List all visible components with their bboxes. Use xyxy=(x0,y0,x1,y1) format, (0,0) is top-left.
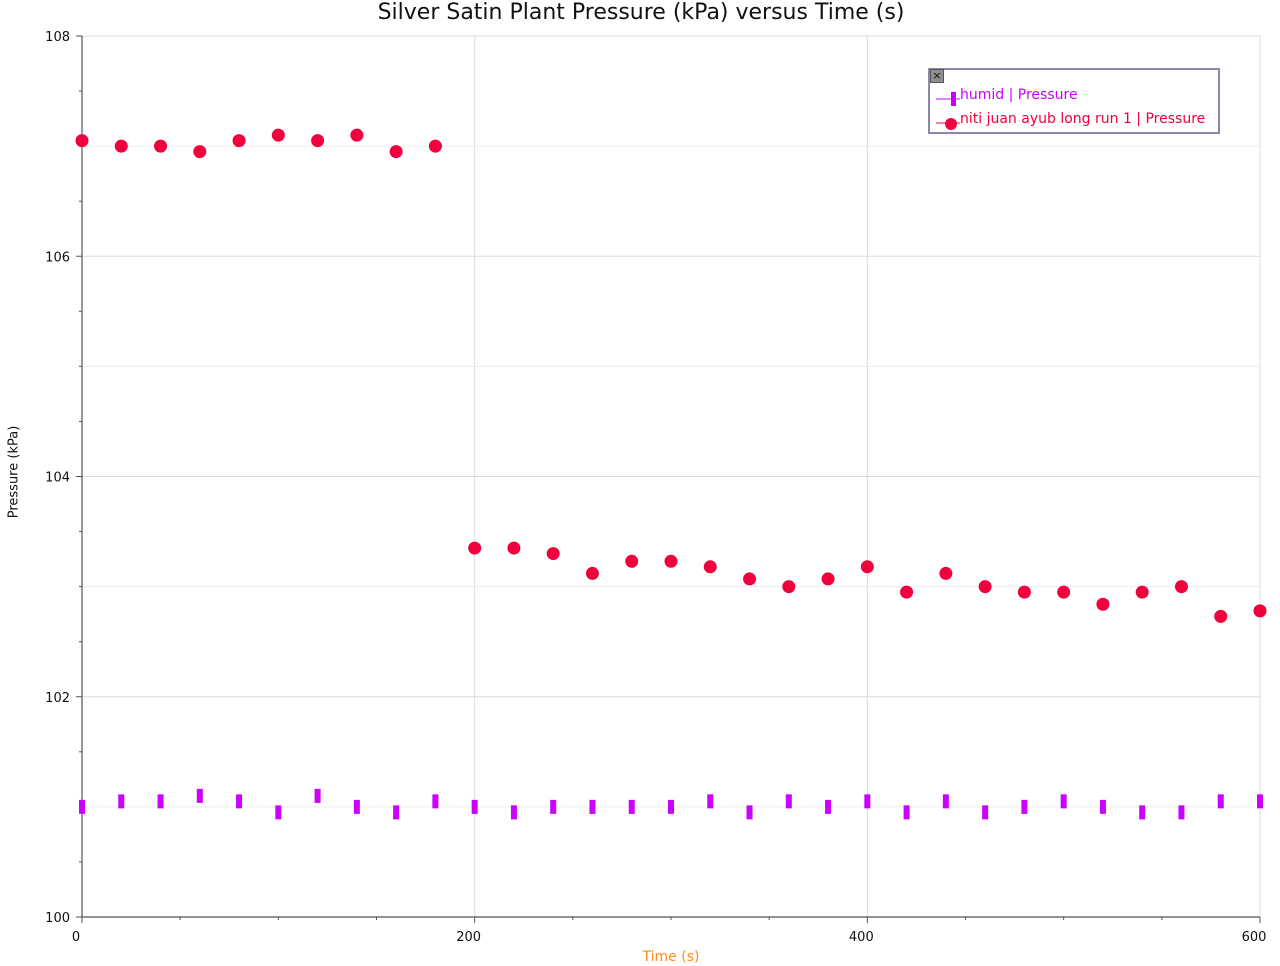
data-point xyxy=(1099,799,1106,814)
data-point xyxy=(664,554,678,568)
data-point xyxy=(903,805,910,820)
data-point xyxy=(1217,794,1224,809)
data-point xyxy=(311,134,325,148)
data-point xyxy=(589,799,596,814)
data-point xyxy=(825,799,832,814)
data-point xyxy=(432,794,439,809)
data-point xyxy=(154,139,168,153)
data-point xyxy=(585,566,599,580)
data-point xyxy=(628,799,635,814)
data-point xyxy=(196,788,203,803)
data-point xyxy=(393,805,400,820)
data-point xyxy=(546,547,560,561)
data-point xyxy=(507,541,521,555)
axes xyxy=(76,35,1261,923)
data-point xyxy=(1057,585,1071,599)
data-point xyxy=(900,585,914,599)
data-point xyxy=(703,560,717,574)
data-point xyxy=(118,794,125,809)
data-point xyxy=(75,134,89,148)
data-point xyxy=(157,794,164,809)
data-point xyxy=(550,799,557,814)
data-point xyxy=(510,805,517,820)
legend-label-niti: niti juan ayub long run 1 | Pressure xyxy=(960,111,1206,127)
data-point xyxy=(1253,604,1267,618)
data-point xyxy=(625,554,639,568)
data-point xyxy=(1174,580,1188,594)
data-point xyxy=(1096,597,1110,611)
data-point xyxy=(236,794,243,809)
y-tick-label: 108 xyxy=(45,30,70,45)
tick-labels: 100 102 104 106 108 0 200 400 600 xyxy=(45,30,1266,945)
series-0 xyxy=(79,788,1263,820)
data-point xyxy=(1257,794,1263,809)
data-point xyxy=(232,134,246,148)
y-tick-label: 100 xyxy=(45,911,70,926)
data-point xyxy=(275,805,282,820)
legend-swatch-circle-icon xyxy=(936,118,960,130)
chart-title: Silver Satin Plant Pressure (kPa) versus… xyxy=(377,0,905,25)
data-point xyxy=(428,139,442,153)
legend-swatch-bar-icon xyxy=(936,92,960,106)
data-point xyxy=(193,145,207,159)
data-point xyxy=(707,794,714,809)
data-point xyxy=(353,799,360,814)
data-series xyxy=(75,128,1267,820)
data-point xyxy=(1060,794,1067,809)
data-point xyxy=(389,145,403,159)
data-point xyxy=(271,128,285,142)
legend-close-icon[interactable]: × xyxy=(930,69,944,83)
x-tick-label: 400 xyxy=(849,930,874,945)
series-1 xyxy=(75,128,1267,623)
data-point xyxy=(785,794,792,809)
data-point xyxy=(79,799,85,814)
data-point xyxy=(1214,609,1228,623)
data-point xyxy=(782,580,796,594)
data-point xyxy=(1139,805,1146,820)
y-axis-label: Pressure (kPa) xyxy=(6,425,22,519)
data-point xyxy=(471,799,478,814)
data-point xyxy=(942,794,949,809)
data-point xyxy=(1021,799,1028,814)
data-point xyxy=(314,788,321,803)
data-point xyxy=(1178,805,1185,820)
data-point xyxy=(743,572,757,586)
data-point xyxy=(746,805,753,820)
y-tick-label: 104 xyxy=(45,471,70,486)
x-tick-label: 0 xyxy=(72,930,80,945)
data-point xyxy=(982,805,989,820)
data-point xyxy=(468,541,482,555)
data-point xyxy=(860,560,874,574)
x-tick-label: 600 xyxy=(1242,930,1267,945)
grid-lines xyxy=(82,35,1261,918)
data-point xyxy=(1017,585,1031,599)
data-point xyxy=(668,799,674,814)
x-tick-label: 200 xyxy=(456,930,481,945)
data-point xyxy=(350,128,364,142)
x-axis-label: Time (s) xyxy=(642,949,700,965)
y-tick-label: 106 xyxy=(45,250,70,265)
data-point xyxy=(864,794,871,809)
data-point xyxy=(939,566,953,580)
y-tick-label: 102 xyxy=(45,691,70,706)
data-point xyxy=(821,572,835,586)
legend: × humid | Pressure niti juan ayub long r… xyxy=(928,68,1220,134)
data-point xyxy=(114,139,128,153)
data-point xyxy=(1135,585,1149,599)
data-point xyxy=(978,580,992,594)
legend-label-humid: humid | Pressure xyxy=(960,87,1078,103)
